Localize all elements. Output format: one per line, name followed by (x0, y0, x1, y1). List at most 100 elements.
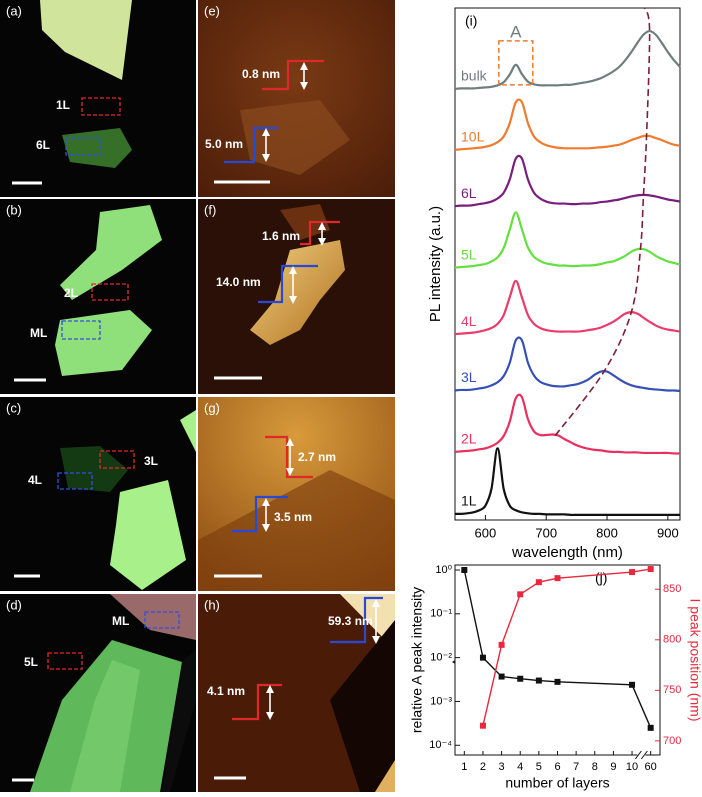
height-label: 2.7 nm (298, 450, 336, 464)
x-axis-label: wavelength (nm) (511, 544, 623, 561)
flake (162, 650, 196, 792)
panel-f: (f) 1.6 nm 14.0 nm (198, 199, 395, 394)
x-axis-label: number of layers (505, 775, 609, 791)
panel-a: (a) 1L 6L (0, 0, 196, 197)
y2-tick-label: 700 (663, 735, 681, 747)
plot-frame (454, 7, 681, 521)
series-label: 6L (461, 185, 477, 201)
height-label: 3.5 nm (274, 510, 312, 524)
layer-label: ML (112, 614, 129, 628)
spectrum (454, 279, 681, 336)
marker (554, 575, 561, 582)
panel-label: (b) (6, 202, 22, 217)
height-label: 4.1 nm (207, 684, 245, 698)
y-tick-label: 10⁻⁴ (429, 739, 452, 751)
y-tick-label: 10⁻¹ (430, 608, 452, 620)
axis-break (634, 750, 642, 760)
flake (40, 0, 132, 80)
x-tick-label: 4 (517, 761, 523, 773)
y2-tick-label: 750 (663, 684, 681, 696)
plot-frame (454, 564, 661, 756)
height-label: 5.0 nm (205, 137, 243, 151)
marker (535, 579, 542, 586)
marker (629, 569, 636, 576)
axis-break (637, 751, 646, 759)
x-tick-label: 900 (657, 525, 679, 540)
series-label: 1L (461, 493, 477, 509)
panel-h: (h) 4.1 nm 59.3 nm (198, 594, 395, 792)
panel-g: (g) 2.7 nm 3.5 nm (198, 397, 395, 591)
marker (517, 591, 524, 598)
panel-label: (j) (595, 570, 607, 586)
y-axis-label: relative A peak intensity (409, 587, 425, 733)
layer-label: 5L (24, 655, 38, 669)
flake (110, 480, 186, 590)
series-label: 10L (461, 129, 485, 145)
panel-b: (b) 2L ML (0, 199, 196, 394)
spectrum (454, 393, 681, 455)
panel-label: (a) (6, 3, 22, 18)
x-tick-label: 700 (535, 525, 557, 540)
panel-label: (g) (204, 400, 220, 415)
annotation: A (510, 22, 522, 41)
x-tick-label: 8 (592, 761, 598, 773)
height-label: 14.0 nm (216, 275, 261, 289)
height-label: 1.6 nm (262, 229, 300, 243)
flake (198, 470, 395, 591)
spectrum (454, 336, 681, 393)
height-profile (262, 59, 324, 91)
x-tick-label: 600 (475, 525, 497, 540)
panel-label: (e) (204, 3, 220, 18)
region (61, 320, 101, 340)
axis-break (640, 750, 648, 760)
region (99, 450, 135, 469)
y-axis-label: PL intensity (a.u.) (427, 206, 444, 322)
spectrum (454, 211, 681, 269)
marker (647, 724, 654, 731)
marker (554, 678, 561, 685)
layer-label: 2L (64, 286, 78, 300)
y2-tick-label: 850 (663, 583, 681, 595)
x-tick-label: 10 (626, 761, 638, 773)
annotation-box (498, 40, 534, 86)
spectrum (454, 98, 681, 151)
layer-label: 6L (36, 138, 50, 152)
panel-e: (e) 0.8 nm 5.0 nm (198, 0, 395, 197)
panel-label: (c) (6, 400, 21, 415)
layer-label: 4L (28, 473, 42, 487)
height-profile (232, 495, 288, 533)
height-label: 0.8 nm (242, 67, 280, 81)
region (81, 97, 121, 116)
series-label: 5L (461, 246, 477, 262)
layer-label: 3L (144, 454, 158, 468)
marker (461, 566, 468, 573)
marker (535, 677, 542, 684)
layer-label: 1L (56, 98, 70, 112)
y2-tick-label: 800 (663, 634, 681, 646)
region (144, 611, 180, 629)
height-label: 59.3 nm (328, 614, 373, 628)
x-tick-label: 2 (480, 761, 486, 773)
y-tick-label: 10⁻² (430, 652, 452, 664)
marker (498, 641, 505, 648)
flake (70, 660, 140, 792)
x-tick-label: 3 (499, 761, 505, 773)
series-line (463, 569, 652, 729)
panel-d: (d) ML 5L (0, 594, 196, 792)
panel-label: (i) (465, 13, 477, 29)
spectrum (454, 447, 680, 517)
marker (629, 681, 636, 688)
flake (250, 240, 345, 345)
flake (180, 410, 196, 452)
panel-label: (f) (204, 202, 216, 217)
marker (498, 673, 505, 680)
layer-label: ML (30, 326, 47, 340)
y-tick-label: 10⁻³ (430, 695, 452, 707)
flake (340, 594, 395, 650)
x-tick-label: 7 (573, 761, 579, 773)
marker (517, 675, 524, 682)
height-profile (330, 596, 383, 644)
flake (375, 760, 395, 792)
marker (647, 566, 654, 573)
